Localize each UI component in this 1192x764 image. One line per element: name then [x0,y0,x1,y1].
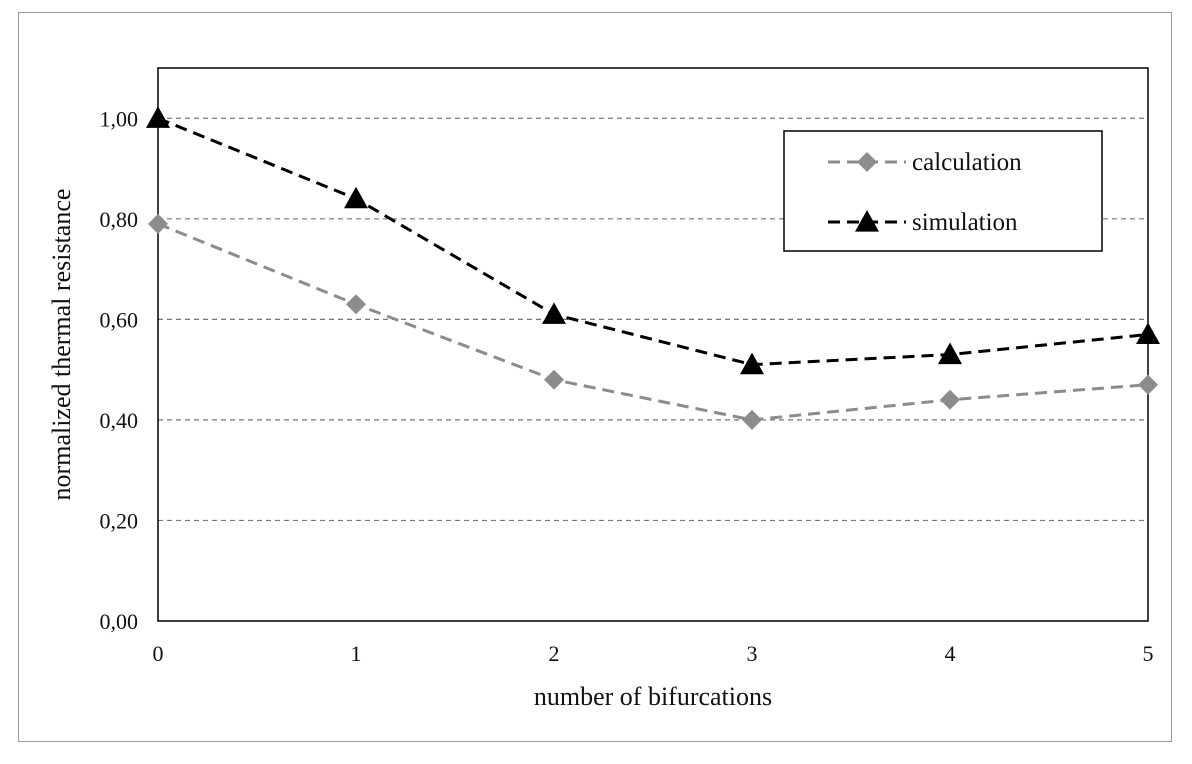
y-tick-label: 0,20 [100,508,139,533]
data-point [148,213,168,234]
data-point [740,352,764,375]
x-tick-label: 3 [747,641,758,666]
y-tick-label: 0,80 [100,207,139,232]
legend-label: calculation [912,149,1022,176]
legend-marker [855,210,879,232]
gridlines [158,117,1148,522]
x-tick-label: 5 [1143,641,1154,666]
data-point [146,106,170,128]
data-point [1138,374,1158,395]
data-point [940,389,960,410]
x-axis-title: number of bifurcations [534,682,772,711]
series-calculation [148,213,1158,430]
data-point [938,342,962,365]
legend-box [783,130,1103,252]
x-axis-ticks: 0 1 2 3 4 5 [153,641,1154,666]
legend-marker [857,152,877,172]
y-tick-label: 1,00 [100,106,139,131]
legend-label: simulation [912,209,1018,236]
data-point [544,369,564,390]
series-line [157,116,1149,367]
x-tick-label: 1 [351,641,362,666]
legend-item: calculation [828,149,1022,176]
x-tick-label: 0 [153,641,164,666]
legend: calculation simulation [783,130,1103,252]
plot-area [157,67,1149,622]
y-tick-label: 0,60 [100,307,139,332]
y-tick-label: 0,40 [100,408,139,433]
x-tick-label: 2 [549,641,560,666]
series-simulation [146,106,1160,375]
y-axis-ticks: 0,00 0,20 0,40 0,60 0,80 1,00 [100,106,139,634]
y-axis-title: normalized thermal resistance [47,189,76,501]
data-point [344,186,368,209]
series-line [157,222,1149,422]
series-layer [146,106,1160,430]
x-tick-label: 4 [945,641,956,666]
data-point [742,409,762,430]
data-point [1136,322,1160,345]
legend-entries: calculation simulation [828,149,1022,236]
data-point [542,302,566,324]
data-point [346,294,366,315]
y-tick-label: 0,00 [100,609,139,634]
legend-item: simulation [828,209,1018,236]
